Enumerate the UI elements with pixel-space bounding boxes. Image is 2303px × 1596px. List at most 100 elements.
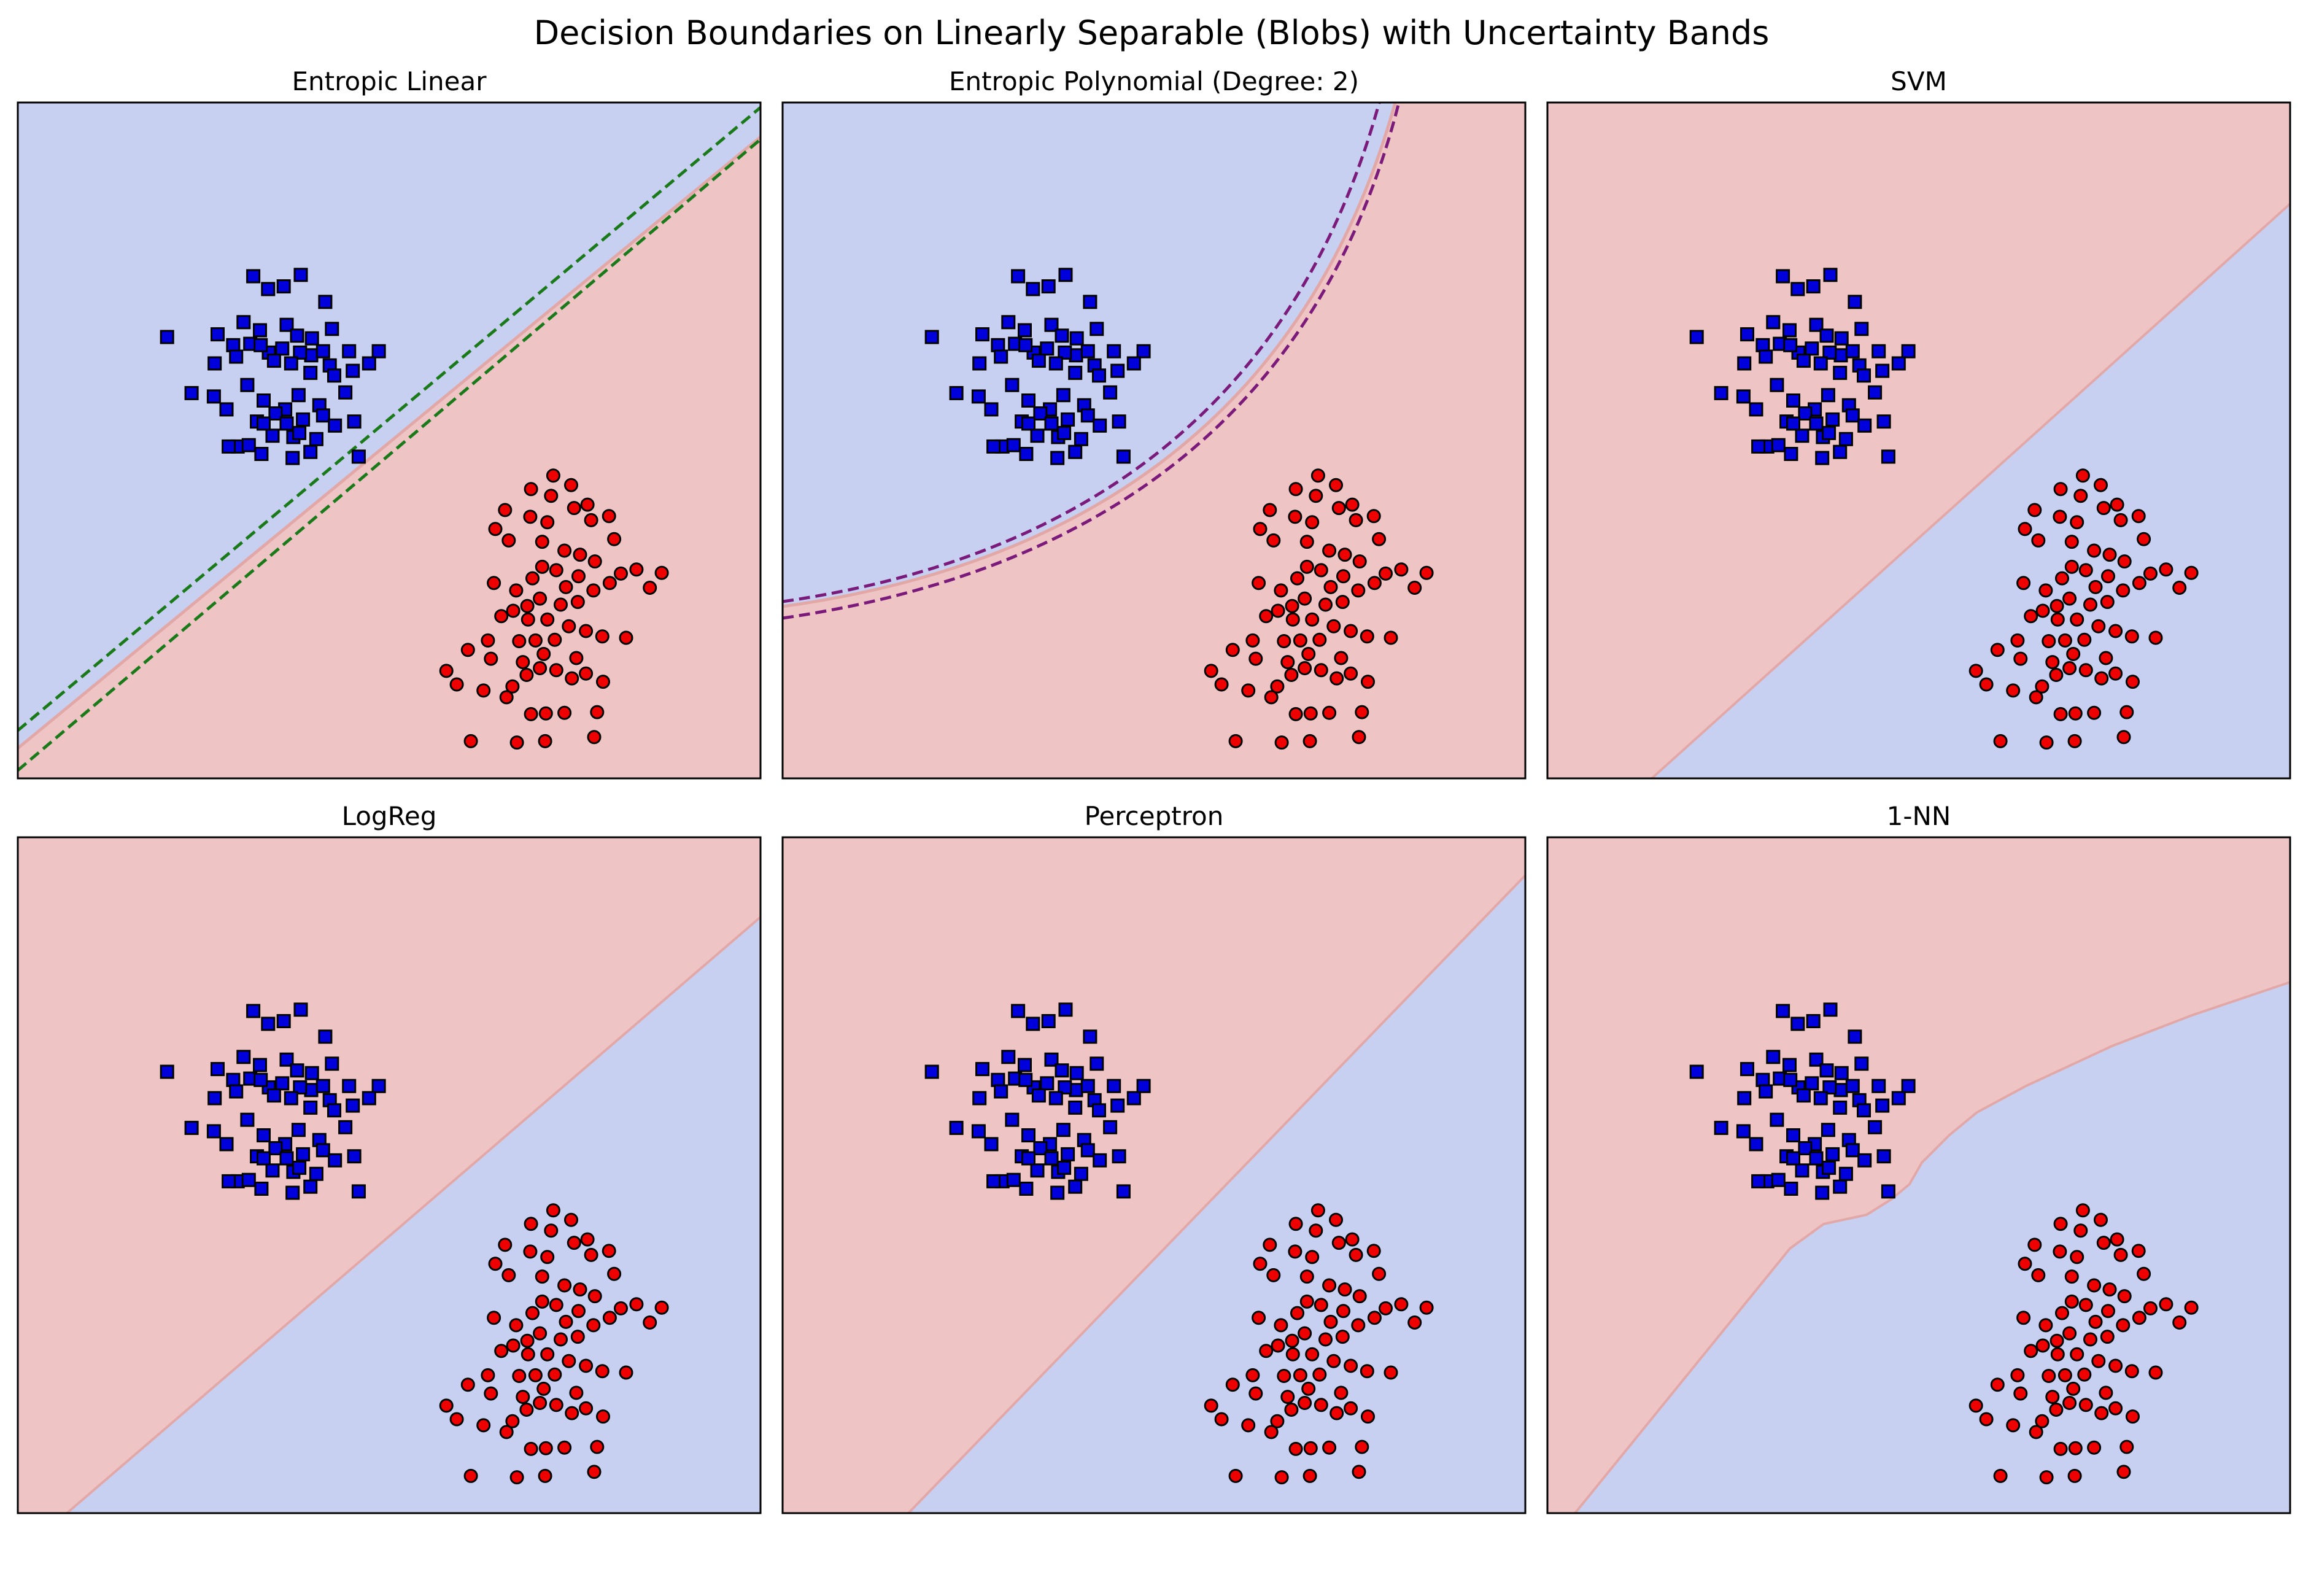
blue-square-point xyxy=(211,1062,225,1077)
blue-square-point xyxy=(292,425,307,440)
red-circle-point xyxy=(499,690,514,705)
blue-square-point xyxy=(1854,1056,1869,1071)
red-circle-point xyxy=(1288,1244,1302,1259)
red-circle-point xyxy=(2016,1311,2031,1325)
blue-square-point xyxy=(254,1072,268,1087)
blue-square-point xyxy=(351,449,366,464)
red-circle-point xyxy=(2110,497,2124,512)
blue-square-point xyxy=(1069,1066,1084,1080)
blue-square-point xyxy=(1901,344,1916,358)
blue-square-point xyxy=(1001,1050,1016,1064)
red-circle-point xyxy=(643,581,657,595)
region-red xyxy=(1547,103,2290,778)
blue-square-point xyxy=(240,1112,255,1127)
panel-perceptron: Perceptron xyxy=(781,801,1527,1514)
blue-square-point xyxy=(229,349,244,364)
red-circle-point xyxy=(1280,1390,1295,1404)
blue-square-point xyxy=(362,356,376,371)
red-circle-point xyxy=(1372,1266,1387,1281)
blue-square-point xyxy=(1026,1017,1040,1031)
panel-entropic-linear: Entropic Linear xyxy=(17,66,762,780)
blue-square-point xyxy=(1891,1091,1906,1106)
red-circle-point xyxy=(2045,655,2060,670)
red-circle-point xyxy=(524,482,538,497)
red-circle-point xyxy=(2050,612,2065,627)
red-circle-point xyxy=(524,1217,538,1231)
blue-square-point xyxy=(184,385,199,400)
red-circle-point xyxy=(1335,1330,1350,1344)
blue-square-point xyxy=(285,1185,300,1200)
red-circle-point xyxy=(544,489,559,503)
red-circle-point xyxy=(1384,630,1398,645)
panel-title: LogReg xyxy=(342,801,437,831)
red-circle-point xyxy=(596,1409,610,1424)
blue-square-point xyxy=(257,416,271,431)
red-circle-point xyxy=(2010,1368,2025,1382)
blue-square-point xyxy=(254,338,268,352)
blue-square-point xyxy=(1823,268,1838,282)
blue-square-point xyxy=(1050,1185,1065,1200)
red-circle-point xyxy=(1259,1344,1274,1358)
blue-square-point xyxy=(254,1182,269,1196)
red-circle-point xyxy=(1337,1282,1352,1297)
blue-square-point xyxy=(1001,315,1016,330)
red-circle-point xyxy=(2119,1439,2134,1454)
red-circle-point xyxy=(614,566,628,581)
blue-square-point xyxy=(293,1080,308,1094)
red-circle-point xyxy=(1367,576,1382,591)
red-circle-point xyxy=(1314,1298,1328,1312)
red-circle-point xyxy=(1394,562,1409,577)
red-circle-point xyxy=(2172,581,2187,595)
red-circle-point xyxy=(1330,1406,1344,1420)
red-circle-point xyxy=(523,1244,538,1259)
red-circle-point xyxy=(1394,1297,1409,1312)
red-circle-point xyxy=(2070,612,2084,627)
blue-square-point xyxy=(1736,389,1751,404)
red-circle-point xyxy=(439,664,454,678)
blue-square-point xyxy=(1876,1149,1891,1164)
red-circle-point xyxy=(484,1386,498,1401)
red-circle-point xyxy=(1310,468,1325,483)
blue-square-point xyxy=(268,406,283,420)
scatter-points xyxy=(1689,1002,2199,1485)
red-circle-point xyxy=(654,1300,669,1315)
panel-1-nn: 1-NN xyxy=(1546,801,2291,1514)
red-circle-point xyxy=(481,1368,495,1382)
red-circle-point xyxy=(548,632,562,647)
blue-square-point xyxy=(1040,1076,1055,1091)
red-circle-point xyxy=(2094,1212,2108,1227)
red-circle-point xyxy=(2067,734,2082,748)
red-circle-point xyxy=(2088,1314,2103,1329)
red-circle-point xyxy=(549,563,563,578)
red-circle-point xyxy=(540,612,555,627)
red-circle-point xyxy=(520,598,535,613)
red-circle-point xyxy=(571,569,586,584)
red-circle-point xyxy=(2099,651,2113,665)
blue-square-point xyxy=(1806,279,1821,293)
red-circle-point xyxy=(1322,1278,1337,1293)
red-circle-point xyxy=(557,1278,572,1293)
red-circle-point xyxy=(2091,619,2106,633)
red-circle-point xyxy=(1305,515,1320,530)
red-circle-point xyxy=(2132,1311,2146,1325)
blue-square-point xyxy=(1736,1124,1751,1139)
blue-square-point xyxy=(207,1091,222,1106)
decision-boundary xyxy=(1574,981,2291,1514)
blue-square-point xyxy=(1018,1058,1032,1072)
red-circle-point xyxy=(540,1250,555,1265)
panel-title: Perceptron xyxy=(1085,801,1224,831)
red-circle-point xyxy=(2006,683,2021,698)
red-circle-point xyxy=(1284,1403,1299,1417)
red-circle-point xyxy=(1419,1300,1434,1315)
red-circle-point xyxy=(2031,533,2046,548)
decision-boundary xyxy=(907,874,1527,1514)
blue-square-point xyxy=(986,439,1001,454)
red-circle-point xyxy=(570,1330,585,1344)
red-circle-point xyxy=(2066,646,2081,661)
red-circle-point xyxy=(1331,501,1346,516)
blue-square-point xyxy=(1033,406,1048,420)
red-circle-point xyxy=(463,734,478,748)
red-circle-point xyxy=(2108,666,2123,681)
red-circle-point xyxy=(2038,1318,2053,1333)
red-circle-point xyxy=(1299,559,1314,574)
